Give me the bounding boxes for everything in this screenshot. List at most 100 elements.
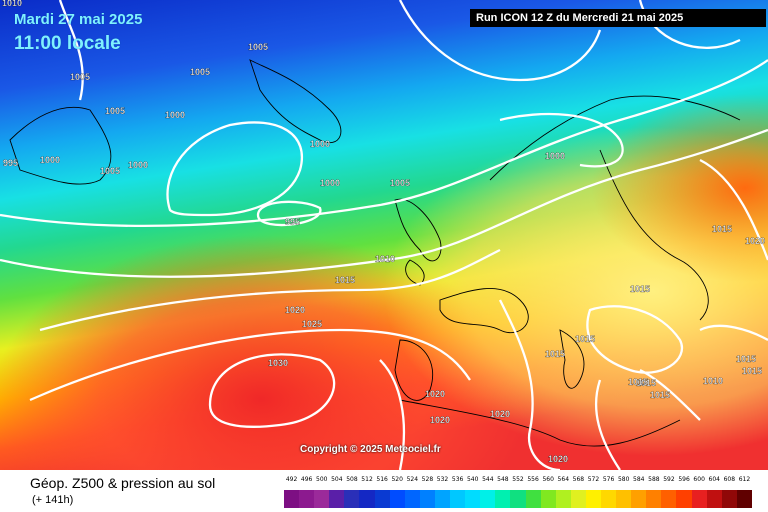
run-banner: Run ICON 12 Z du Mercredi 21 mai 2025 <box>470 9 766 27</box>
scale-swatch <box>329 490 345 508</box>
isobar-label: 1000 <box>40 155 60 165</box>
isobar-label: 1015 <box>628 377 648 387</box>
footer: Géop. Z500 & pression au sol (+ 141h) 49… <box>0 470 768 512</box>
scale-tick-label: 608 <box>723 476 736 483</box>
isobar-label: 1020 <box>285 305 305 315</box>
forecast-date: Mardi 27 mai 2025 <box>14 11 143 28</box>
scale-swatch <box>616 490 632 508</box>
scale-swatch <box>284 490 300 508</box>
scale-tick-label: 508 <box>346 476 358 483</box>
isobar-label: 1000 <box>320 178 340 188</box>
isobar-label: 1015 <box>712 224 732 234</box>
scale-tick-label: 496 <box>300 476 313 483</box>
scale-swatch <box>359 490 375 508</box>
scale-swatch <box>661 490 677 508</box>
scale-swatch <box>344 490 360 508</box>
isobar-label: 1020 <box>425 389 445 399</box>
scale-tick-label: 576 <box>602 476 615 483</box>
scale-swatch <box>419 490 435 508</box>
isobar-label: 1015 <box>575 334 595 344</box>
scale-swatch <box>314 490 330 508</box>
scale-tick-label: 564 <box>557 476 570 483</box>
scale-swatch <box>691 490 707 508</box>
isobar-label: 1015 <box>545 349 565 359</box>
isobar-label: 1000 <box>545 151 565 161</box>
isobar-label: 1020 <box>745 236 765 246</box>
scale-tick-label: 536 <box>451 476 464 483</box>
isobar-label: 1000 <box>310 139 330 149</box>
scale-swatch <box>540 490 556 508</box>
coastlines <box>9 59 741 447</box>
scale-swatch <box>676 490 692 508</box>
scale-swatch <box>389 490 405 508</box>
forecast-lead-time: (+ 141h) <box>32 494 74 506</box>
scale-tick-label: 588 <box>648 476 660 483</box>
isobar-label: 1015 <box>630 284 650 294</box>
scale-tick-label: 524 <box>406 476 419 483</box>
isobar-label: 1015 <box>636 378 656 388</box>
scale-swatch <box>736 490 752 508</box>
scale-tick-label: 552 <box>512 476 524 483</box>
isobar-label: 995 <box>285 217 300 227</box>
scale-swatch <box>465 490 481 508</box>
scale-swatch <box>510 490 526 508</box>
scale-tick-label: 492 <box>285 476 298 483</box>
scale-ticks: 492 496 500 504 508 512 516 520 524 528 532 536 540 5… <box>284 476 752 488</box>
scale-tick-label: 612 <box>738 476 751 483</box>
scale-swatch <box>450 490 466 508</box>
isobar-label: 1020 <box>430 415 450 425</box>
chart-title: Géop. Z500 & pression au sol <box>30 475 216 491</box>
isobar-label: 1005 <box>190 67 210 77</box>
forecast-time: 11:00 locale <box>14 33 121 54</box>
isobar-label: 1015 <box>650 390 670 400</box>
scale-tick-label: 500 <box>316 476 328 483</box>
scale-tick-label: 548 <box>497 476 509 483</box>
copyright-notice: Copyright © 2025 Meteociel.fr <box>300 444 441 455</box>
isobar-label: 1015 <box>742 366 762 376</box>
scale-tick-label: 544 <box>482 476 494 483</box>
scale-swatch <box>646 490 662 508</box>
scale-tick-label: 512 <box>361 476 373 483</box>
isobar-label: 1015 <box>736 354 756 364</box>
isobar-label: 1005 <box>105 106 125 116</box>
scale-tick-label: 592 <box>663 476 675 483</box>
scale-swatch <box>555 490 571 508</box>
scale-swatch <box>570 490 586 508</box>
scale-tick-label: 584 <box>633 476 645 483</box>
color-scale: 492 496 500 504 508 512 516 520 524 528 532 536 540 5… <box>284 476 752 508</box>
forecast-map: 1010 1005 1005 1005 1000 1005 1000 995 1000 1005 1… <box>0 0 768 470</box>
scale-tick-label: 516 <box>376 476 388 483</box>
isobar-label: 1005 <box>248 42 268 52</box>
scale-tick-label: 600 <box>693 476 705 483</box>
scale-tick-label: 604 <box>708 476 720 483</box>
scale-swatch <box>631 490 647 508</box>
isobar-label: 1000 <box>165 110 185 120</box>
scale-tick-label: 528 <box>421 476 434 483</box>
isobar-label: 1000 <box>128 160 148 170</box>
isobar-label: 1025 <box>302 319 322 329</box>
scale-swatch <box>374 490 390 508</box>
scale-tick-label: 580 <box>617 476 630 483</box>
isobar-labels: 1010 1005 1005 1005 1000 1005 1000 995 1000 1005 1… <box>2 0 765 464</box>
scale-tick-label: 540 <box>466 476 479 483</box>
scale-swatch <box>706 490 722 508</box>
scale-swatch <box>495 490 511 508</box>
isobar-label: 1020 <box>548 454 568 464</box>
isobar-label: 1005 <box>100 166 120 176</box>
scale-swatch <box>585 490 601 508</box>
scale-tick-label: 568 <box>572 476 585 483</box>
scale-tick-label: 532 <box>436 476 449 483</box>
isobar-label: 1010 <box>375 254 395 264</box>
scale-tick-label: 560 <box>542 476 554 483</box>
scale-tick-label: 572 <box>587 476 600 483</box>
isobar-label: 1015 <box>335 275 355 285</box>
scale-swatch <box>434 490 451 508</box>
isobar-label: 1030 <box>268 358 288 368</box>
scale-bar <box>284 490 752 508</box>
scale-swatch <box>525 490 541 508</box>
scale-tick-label: 520 <box>391 476 403 483</box>
isobar-label: 1010 <box>2 0 22 8</box>
isobar-label: 1010 <box>703 376 723 386</box>
scale-swatch <box>600 490 617 508</box>
isobar-label: 1020 <box>490 409 510 419</box>
